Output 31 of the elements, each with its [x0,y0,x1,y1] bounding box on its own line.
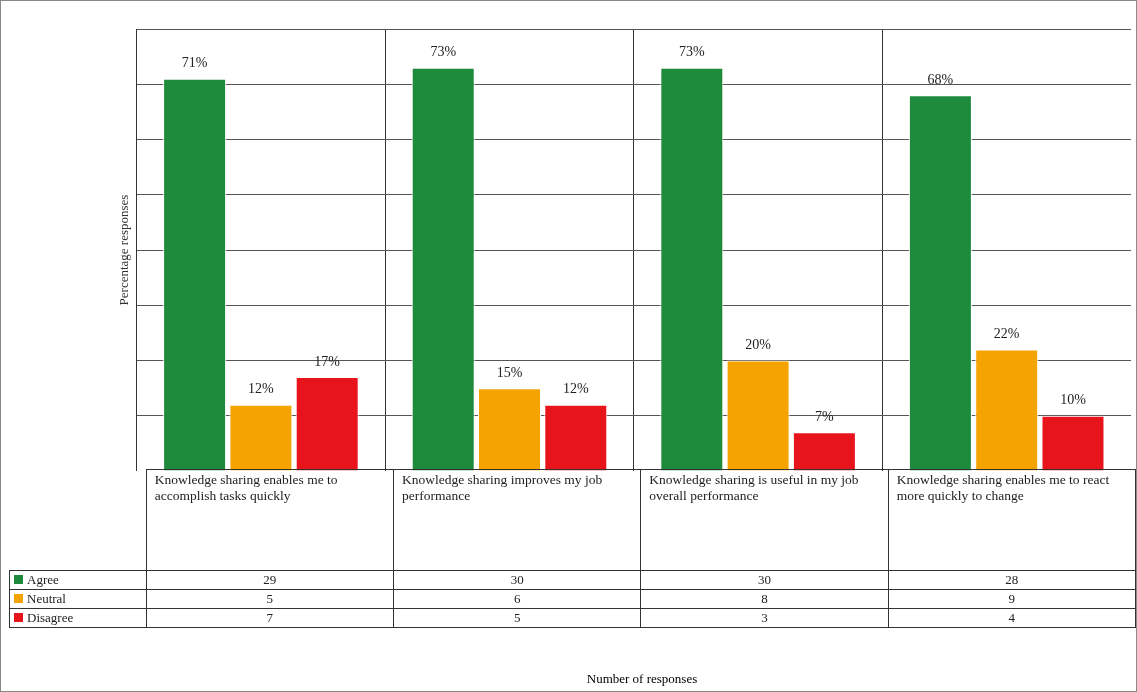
data-label: 15% [496,364,523,380]
data-label: 12% [562,381,589,397]
data-label: 71% [181,55,208,71]
data-label: 73% [430,44,457,60]
text: 9 [888,589,1136,609]
text: 8 [640,589,889,609]
x-tick-label: Knowledge sharing enables me to accomplish tasks quickly [146,469,394,571]
legend-label: Neutral [27,591,66,606]
data-label: 10% [1060,392,1087,408]
text: 3 [640,608,889,628]
x-tick-label: Knowledge sharing enables me to react more quickly to change [888,469,1136,571]
text: 7 [146,608,394,628]
data-label: 68% [927,71,954,87]
text: Number of responses [585,671,699,687]
text: 5 [393,608,641,628]
text: 28 [888,570,1136,590]
data-label: 22% [993,326,1020,342]
x-tick-label: Knowledge sharing is useful in my job overall performance [640,469,889,571]
text: 29 [146,570,394,590]
legend-label: Disagree [27,610,74,625]
data-label: 12% [248,381,275,397]
text: 30 [640,570,889,590]
text: 6 [393,589,641,609]
y-axis-title: Percentage responses [116,194,132,306]
text: 5 [146,589,394,609]
data-label: 20% [745,337,772,353]
text: 30 [393,570,641,590]
x-tick-label: Knowledge sharing improves my job performance [393,469,641,571]
data-label: 73% [678,44,705,60]
text: 4 [888,608,1136,628]
legend-label: Agree [27,572,59,587]
